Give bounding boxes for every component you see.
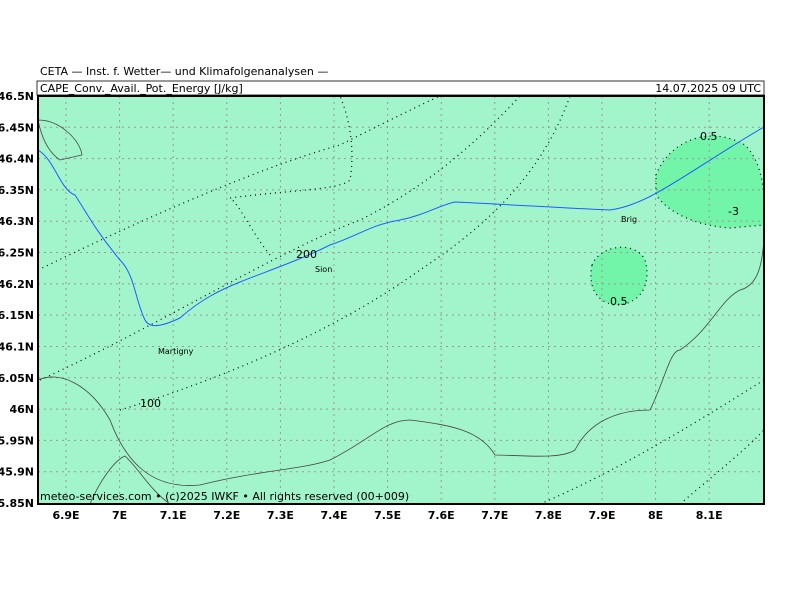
lat-label: 46.2N [0,278,34,291]
place-label: Sion [315,265,332,274]
contour-label: 100 [140,397,161,410]
lat-label: 46.35N [0,184,34,197]
title: CAPE_Conv._Avail._Pot._Energy [J/kg] [40,82,243,95]
lat-label: 46.3N [0,215,34,228]
border [89,455,171,505]
contour [37,95,441,271]
map-frame [37,95,765,505]
lon-label: 7.1E [160,509,187,522]
lon-label: 8E [648,509,663,522]
contour-label: 200 [296,248,317,261]
lon-label: 6.9E [52,509,79,522]
lat-label: 46N [9,403,34,416]
map-area [38,96,764,504]
lat-label: 45.9N [0,466,34,479]
lon-label: 7E [112,509,127,522]
border [37,119,83,161]
lon-label: 7.9E [588,509,615,522]
lon-label: 7.2E [213,509,240,522]
border [37,239,765,486]
cape-area [656,136,765,228]
lat-label: 46.25N [0,247,34,260]
lat-label: 46.15N [0,309,34,322]
footer: meteo-services.com • (c)2025 IWKF • All … [40,490,409,503]
institute: CETA — Inst. f. Wetter— und Klimafolgena… [40,65,328,78]
lon-label: 7.5E [374,509,401,522]
contour-label: -3 [728,205,739,218]
place-label: Brig [621,215,637,224]
lon-label: 7.6E [428,509,455,522]
lat-label: 46.1N [0,340,34,353]
lat-label: 46.05N [0,372,34,385]
contour-label: 0.5 [610,295,628,308]
lon-label: 7.8E [535,509,562,522]
river [37,126,765,327]
lat-label: 5.95N [0,434,34,447]
contour [119,95,571,411]
lon-label: 7.3E [267,509,294,522]
cape-area [590,247,647,305]
lon-label: 7.4E [320,509,347,522]
lat-label: 46.4N [0,153,34,166]
lon-label: 8.1E [696,509,723,522]
lat-label: 5.85N [0,497,34,510]
contour [679,429,765,505]
place-label: Martigny [158,347,194,356]
date: 14.07.2025 09 UTC [655,82,761,95]
contour-label: 0.5 [700,130,718,143]
lat-label: 46.45N [0,121,34,134]
lat-label: 46.5N [0,90,34,103]
lon-label: 7.7E [481,509,508,522]
